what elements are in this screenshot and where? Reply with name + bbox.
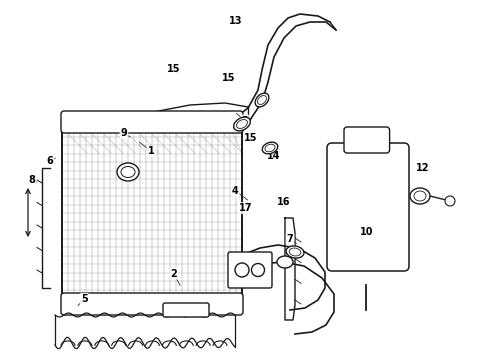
- Text: 15: 15: [167, 64, 181, 75]
- Ellipse shape: [235, 263, 249, 277]
- Text: 5: 5: [81, 294, 88, 304]
- Text: 4: 4: [232, 186, 239, 196]
- Text: 17: 17: [239, 203, 253, 213]
- Text: 15: 15: [222, 73, 236, 84]
- Ellipse shape: [258, 95, 267, 104]
- Text: 14: 14: [267, 150, 280, 161]
- Text: 3: 3: [242, 116, 248, 126]
- Ellipse shape: [414, 191, 426, 201]
- Ellipse shape: [117, 163, 139, 181]
- Ellipse shape: [289, 248, 301, 256]
- Text: 1: 1: [147, 146, 154, 156]
- Ellipse shape: [121, 166, 135, 177]
- Ellipse shape: [251, 264, 265, 276]
- Text: 9: 9: [121, 128, 127, 138]
- Text: 7: 7: [287, 234, 294, 244]
- Text: 10: 10: [360, 227, 373, 237]
- Text: 11: 11: [360, 129, 373, 139]
- FancyBboxPatch shape: [344, 127, 390, 153]
- FancyBboxPatch shape: [61, 111, 243, 133]
- Ellipse shape: [237, 120, 247, 129]
- Ellipse shape: [445, 196, 455, 206]
- FancyBboxPatch shape: [228, 252, 272, 288]
- Text: 16: 16: [276, 197, 290, 207]
- Ellipse shape: [286, 246, 304, 258]
- Ellipse shape: [255, 93, 269, 107]
- Ellipse shape: [234, 117, 250, 131]
- FancyBboxPatch shape: [163, 303, 209, 317]
- Text: 8: 8: [28, 175, 35, 185]
- Ellipse shape: [265, 144, 275, 152]
- Text: 15: 15: [244, 132, 258, 143]
- Text: 13: 13: [228, 16, 242, 26]
- Text: 12: 12: [416, 163, 429, 174]
- Ellipse shape: [277, 256, 293, 268]
- Ellipse shape: [262, 142, 278, 154]
- Text: 2: 2: [171, 269, 177, 279]
- FancyBboxPatch shape: [61, 293, 243, 315]
- FancyBboxPatch shape: [327, 143, 409, 271]
- Text: 6: 6: [47, 156, 53, 166]
- Ellipse shape: [410, 188, 430, 204]
